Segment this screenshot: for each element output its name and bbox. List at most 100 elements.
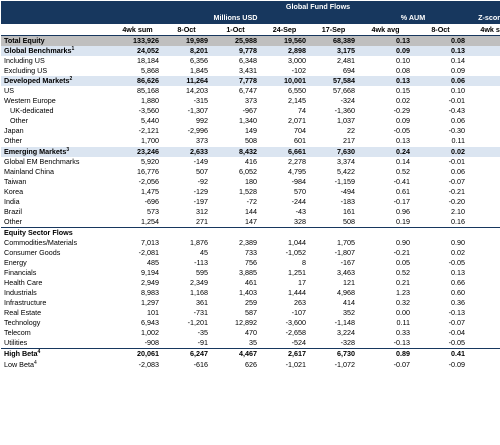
cell-value: 0.66	[451, 278, 465, 288]
row-label-text: Other	[4, 136, 22, 146]
cell-value: 9,778	[211, 46, 260, 57]
cell-value: 133,926	[113, 35, 162, 47]
cell-value: 756	[245, 258, 257, 268]
row-label-text: Equity Sector Flows	[4, 227, 73, 237]
row-label: Health Care	[1, 278, 113, 288]
row-label: Infrastructure	[1, 298, 113, 308]
cell-value: 0.89	[468, 167, 500, 177]
cell-value: 0.09	[396, 116, 410, 126]
row-label: Other	[1, 217, 113, 228]
row-label: Telecom	[1, 328, 113, 338]
cell-value: 74	[298, 106, 306, 116]
cell-value: 0.16	[451, 216, 465, 226]
cell-value: 0.41	[413, 348, 468, 360]
row-label-text: Consumer Goods	[4, 247, 61, 257]
row-label: India	[1, 197, 113, 207]
cell-value: 2,898	[260, 46, 309, 57]
table-row: Developed Markets2 86,626 11,264 7,778 10,00…	[1, 76, 500, 87]
cell-value: -183	[340, 196, 355, 206]
cell-value	[162, 226, 211, 238]
cell-value: 0.14	[451, 56, 465, 66]
cell-value: 6,247	[162, 348, 211, 360]
row-label-text: UK-dedicated	[10, 106, 54, 116]
cell-value: -967	[242, 106, 257, 116]
cell-value: 85,168	[137, 86, 159, 96]
table-row: Equity Sector Flows	[1, 226, 500, 238]
table-row: Excluding US 5,868 1,845 3,431 -102 694 0.08 0.…	[1, 66, 500, 76]
cell-value: -0.09	[448, 359, 465, 369]
row-label: Technology	[1, 318, 113, 328]
row-label: Brazil	[1, 207, 113, 217]
cell-value: 3,224	[337, 328, 355, 338]
row-label-text: Global Benchmarks	[4, 46, 72, 56]
cell-value: 161	[343, 206, 355, 216]
cell-value	[309, 226, 358, 238]
cell-value: 0.13	[451, 268, 465, 278]
cell-value: -197	[193, 196, 208, 206]
cell-value: 1.29	[468, 187, 500, 197]
cell-value: 259	[245, 298, 257, 308]
row-label-text: Korea	[4, 186, 24, 196]
cell-value: -1,148	[334, 318, 355, 328]
cell-value: 312	[196, 206, 208, 216]
cell-value: 0.11	[451, 136, 465, 146]
row-label-text: Utilities	[4, 338, 28, 348]
cell-value: -2,121	[138, 126, 159, 136]
cell-value: 6,747	[239, 86, 257, 96]
cell-value	[211, 226, 260, 238]
cell-value: 0.32	[396, 298, 410, 308]
table-row: Global EM Benchmarks 5,920 -149 416 2,278 3,3…	[1, 157, 500, 167]
cell-value: 4,467	[211, 348, 260, 360]
table-row: Taiwan -2,056 -92 180 -984 -1,159 -0.41 -0.07-1…	[1, 177, 500, 187]
cell-value: -0.41	[393, 176, 410, 186]
cell-value: 0.90	[396, 237, 410, 247]
group-header-aum: % AUM	[358, 12, 468, 24]
cell-value: 0.13	[358, 35, 413, 47]
cell-value: -1,201	[187, 318, 208, 328]
cell-value: 0.08	[413, 35, 468, 47]
cell-value: -524	[291, 338, 306, 348]
cell-value: 0.02	[451, 247, 465, 257]
cell-value: -43	[295, 206, 306, 216]
row-label: Energy	[1, 258, 113, 268]
cell-value: -494	[340, 186, 355, 196]
row-label: Taiwan	[1, 177, 113, 187]
cell-value: 121	[343, 278, 355, 288]
cell-value: 5,868	[141, 66, 159, 76]
table-row: Other 5,440 992 1,340 2,071 1,037 0.09 0.060.90	[1, 116, 500, 126]
cell-value: 8,201	[162, 46, 211, 57]
cell-value: -2,056	[138, 176, 159, 186]
cell-value: -0.01	[448, 156, 465, 166]
table-row: Emerging Markets3 23,246 2,633 8,432 6,661 7,…	[1, 146, 500, 157]
cell-value: 16,776	[137, 166, 159, 176]
cell-value: 508	[343, 216, 355, 226]
cell-value: 373	[245, 96, 257, 106]
cell-value: 0.60	[451, 288, 465, 298]
cell-value: 45	[200, 247, 208, 257]
cell-value: 373	[196, 136, 208, 146]
cell-value: 0.36	[451, 298, 465, 308]
cell-value: 263	[294, 298, 306, 308]
table-row: US 85,168 14,203 6,747 6,550 57,668 0.15 0.101.…	[1, 86, 500, 96]
cell-value: 992	[196, 116, 208, 126]
row-label: Low Beta4	[1, 360, 113, 370]
cell-value: 20,061	[113, 348, 162, 360]
table-row: Utilities -908 -91 35 -524 -328 -0.13 -0.05-0.5…	[1, 338, 500, 349]
cell-value: 0.19	[396, 216, 410, 226]
row-label: Japan	[1, 126, 113, 136]
row-label: Developed Markets2	[1, 76, 113, 87]
cell-value: 733	[245, 247, 257, 257]
cell-value: -0.21	[448, 186, 465, 196]
cell-value: -107	[291, 308, 306, 318]
cell-value: 19,989	[162, 35, 211, 47]
cell-value: 595	[196, 268, 208, 278]
row-label-text: Global EM Benchmarks	[4, 156, 80, 166]
column-header: 4wk avg	[358, 23, 413, 36]
cell-value: 414	[343, 298, 355, 308]
cell-value: 14,203	[186, 86, 208, 96]
cell-value: 271	[196, 216, 208, 226]
cell-value: 0.08	[396, 66, 410, 76]
row-label: Utilities	[1, 338, 113, 349]
cell-value: 25,988	[211, 35, 260, 47]
cell-value: 6,348	[239, 56, 257, 66]
